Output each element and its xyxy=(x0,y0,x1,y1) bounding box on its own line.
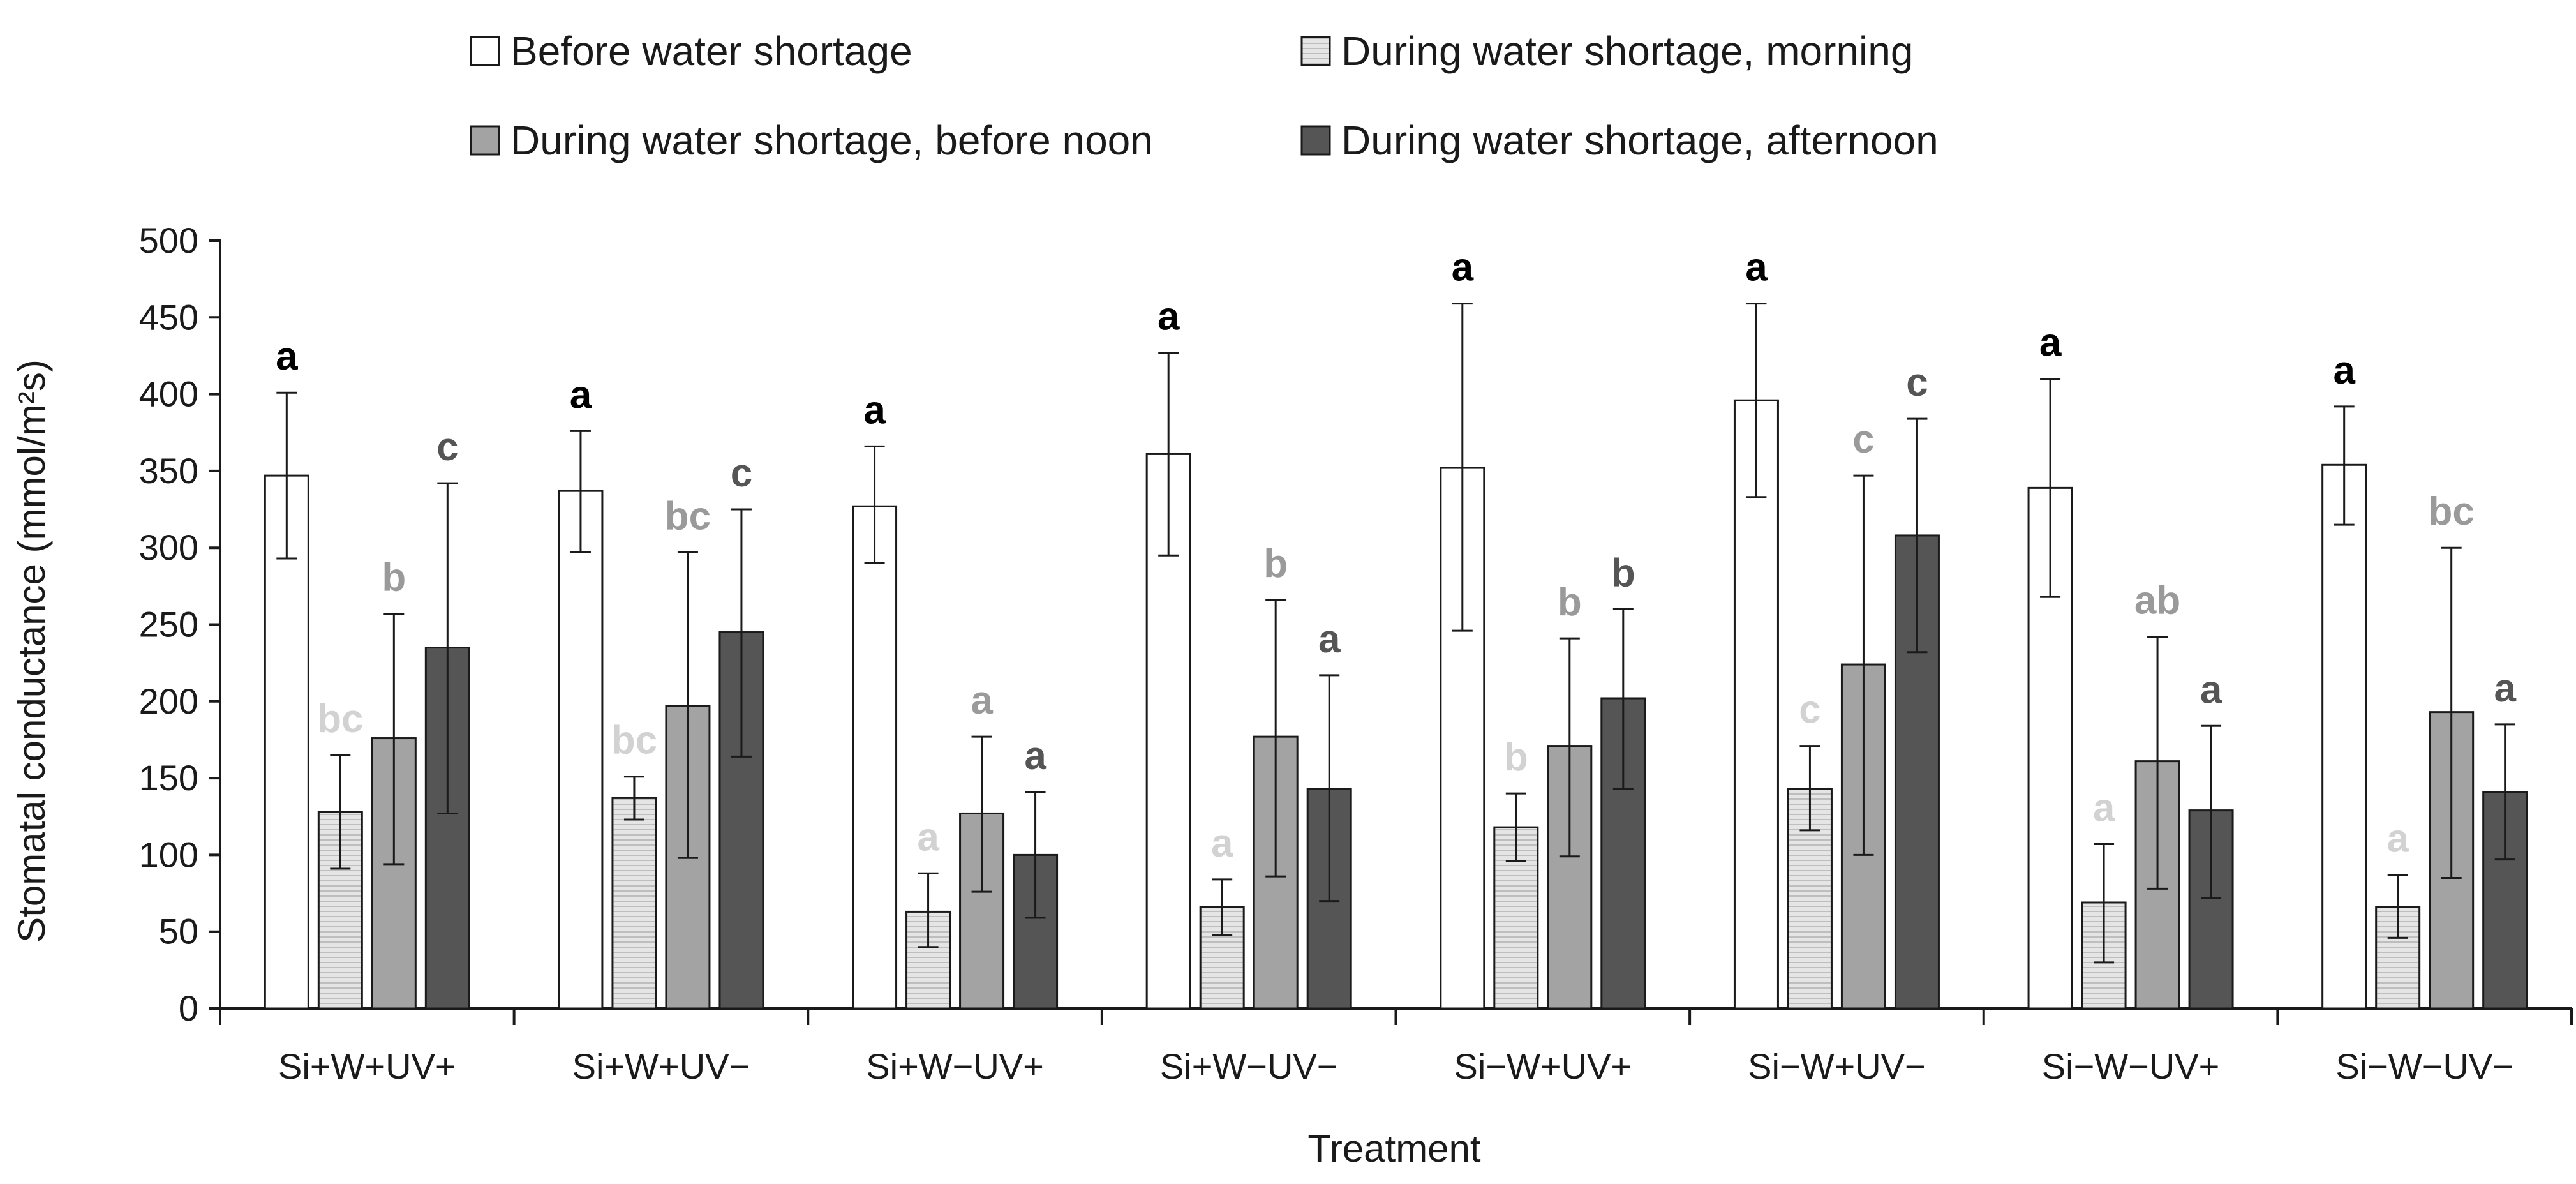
significance-letter: c xyxy=(1852,417,1874,461)
significance-letter: bc xyxy=(611,719,657,763)
bar xyxy=(2321,463,2367,1010)
significance-letter: a xyxy=(1318,617,1341,661)
bar xyxy=(264,474,309,1010)
y-tick-label: 0 xyxy=(179,988,198,1028)
bar xyxy=(1733,399,1779,1010)
significance-letter: c xyxy=(731,451,752,495)
x-tick-label: Si+W+UV− xyxy=(572,1046,750,1086)
legend-label: During water shortage, afternoon xyxy=(1341,117,1939,163)
y-axis: 0 50 100 150 200 250 300 350 400 450 500 xyxy=(139,220,221,1028)
legend-label: Before water shortage xyxy=(510,28,912,74)
significance-letter: a xyxy=(863,388,886,432)
bar xyxy=(852,505,898,1010)
chart-legend: Before water shortage During water shorta… xyxy=(470,28,1939,163)
x-tick-label: Si−W−UV− xyxy=(2335,1046,2513,1086)
significance-letter: b xyxy=(1263,542,1288,586)
y-tick-label: 150 xyxy=(139,758,198,798)
bar-group: a a bc a xyxy=(2321,348,2528,1010)
x-tick-label: Si−W+UV− xyxy=(1748,1046,1926,1086)
bar xyxy=(611,797,657,1010)
significance-letter: c xyxy=(436,425,458,469)
legend-swatch xyxy=(1300,36,1331,66)
significance-letter: bc xyxy=(2429,490,2475,534)
significance-letter: b xyxy=(382,556,406,600)
x-tick-label: Si−W−UV+ xyxy=(2042,1046,2220,1086)
significance-letter: a xyxy=(1211,821,1233,866)
y-tick-label: 300 xyxy=(139,527,198,567)
x-tick-label: Si+W+UV+ xyxy=(278,1046,456,1086)
y-axis-title: Stomatal conductance (mmol/m²s) xyxy=(10,359,53,943)
significance-letter: bc xyxy=(317,697,363,741)
y-tick-label: 350 xyxy=(139,451,198,491)
significance-letter: c xyxy=(1906,361,1928,405)
y-tick-label: 100 xyxy=(139,834,198,874)
significance-letter: a xyxy=(2039,321,2062,365)
significance-letter: bc xyxy=(665,494,711,538)
significance-letter: b xyxy=(1558,580,1582,624)
y-tick-label: 400 xyxy=(139,374,198,414)
x-tick-label: Si+W−UV− xyxy=(1160,1046,1338,1086)
significance-letter: c xyxy=(1799,688,1820,732)
significance-letter: ab xyxy=(2134,579,2180,623)
significance-letter: a xyxy=(1024,734,1046,778)
significance-letter: a xyxy=(1745,246,1768,290)
significance-letter: a xyxy=(2093,786,2115,830)
legend-label: During water shortage, before noon xyxy=(510,117,1153,163)
y-tick-label: 200 xyxy=(139,681,198,721)
significance-letter: a xyxy=(2200,668,2222,712)
x-tick-label: Si−W+UV+ xyxy=(1454,1046,1632,1086)
significance-letter: a xyxy=(2494,666,2516,710)
x-axis-title: Treatment xyxy=(1307,1127,1481,1170)
significance-letter: a xyxy=(570,373,592,417)
bar xyxy=(558,490,604,1010)
significance-letter: a xyxy=(2386,817,2409,861)
significance-letter: a xyxy=(276,334,298,378)
legend-swatch xyxy=(1300,125,1331,156)
legend-swatch xyxy=(470,125,500,156)
y-tick-label: 50 xyxy=(159,911,198,952)
y-tick-label: 500 xyxy=(139,220,198,260)
significance-letter: b xyxy=(1611,551,1635,595)
bar-group: a a ab a xyxy=(2027,321,2234,1010)
significance-letter: a xyxy=(971,678,993,723)
significance-letter: a xyxy=(1452,246,1474,290)
y-tick-label: 250 xyxy=(139,604,198,645)
significance-letter: a xyxy=(917,815,939,859)
significance-letter: a xyxy=(1158,295,1180,339)
legend-label: During water shortage, morning xyxy=(1341,28,1913,74)
significance-letter: b xyxy=(1504,735,1528,779)
legend-swatch xyxy=(470,36,500,66)
y-tick-label: 450 xyxy=(139,297,198,337)
x-axis: Si+W+UV+ Si+W+UV− Si+W−UV+ Si+W−UV− Si−W+UV+… xyxy=(219,1007,2573,1086)
significance-letter: a xyxy=(2333,348,2355,393)
x-tick-label: Si+W−UV+ xyxy=(866,1046,1044,1086)
